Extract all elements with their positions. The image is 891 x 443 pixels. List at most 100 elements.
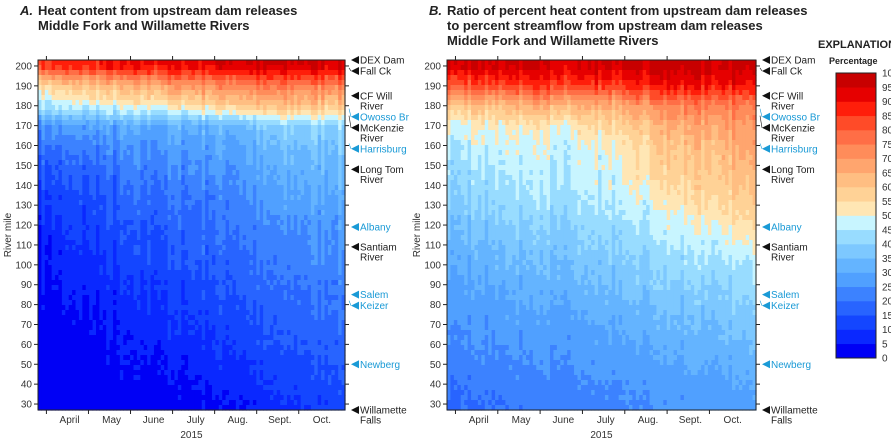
- heatmap-cell: [188, 85, 193, 91]
- heatmap-cell: [147, 310, 152, 316]
- heatmap-cell: [106, 180, 111, 186]
- heatmap-cell: [317, 105, 322, 111]
- heatmap-cell: [48, 190, 53, 196]
- heatmap-cell: [269, 140, 274, 146]
- heatmap-cell: [191, 145, 196, 151]
- heatmap-cell: [167, 120, 172, 126]
- heatmap-cell: [188, 145, 193, 151]
- heatmap-cell: [150, 135, 155, 141]
- heatmap-cell: [140, 305, 145, 311]
- heatmap-cell: [160, 285, 165, 291]
- heatmap-cell: [61, 165, 66, 171]
- heatmap-cell: [287, 280, 292, 286]
- heatmap-cell: [58, 265, 63, 271]
- heatmap-cell: [246, 145, 251, 151]
- heatmap-cell: [106, 115, 111, 121]
- heatmap-cell: [133, 200, 138, 206]
- heatmap-cell: [174, 215, 179, 221]
- heatmap-cell: [58, 160, 63, 166]
- heatmap-cell: [283, 120, 288, 126]
- heatmap-cell: [259, 295, 264, 301]
- heatmap-cell: [38, 335, 43, 341]
- heatmap-cell: [341, 235, 346, 241]
- heatmap-cell: [324, 70, 329, 76]
- heatmap-cell: [171, 280, 176, 286]
- heatmap-cell: [269, 115, 274, 121]
- heatmap-cell: [242, 145, 247, 151]
- heatmap-cell: [252, 270, 257, 276]
- heatmap-cell: [55, 105, 60, 111]
- heatmap-cell: [215, 80, 220, 86]
- heatmap-cell: [133, 95, 138, 101]
- heatmap-cell: [116, 285, 121, 291]
- heatmap-cell: [191, 60, 196, 66]
- heatmap-cell: [317, 135, 322, 141]
- heatmap-cell: [75, 85, 80, 91]
- heatmap-cell: [280, 320, 285, 326]
- heatmap-cell: [242, 270, 247, 276]
- heatmap-cell: [252, 220, 257, 226]
- heatmap-cell: [276, 250, 281, 256]
- heatmap-cell: [287, 175, 292, 181]
- heatmap-cell: [307, 230, 312, 236]
- heatmap-cell: [229, 110, 234, 116]
- heatmap-cell: [321, 120, 326, 126]
- heatmap-cell: [147, 180, 152, 186]
- heatmap-cell: [58, 335, 63, 341]
- heatmap-cell: [235, 200, 240, 206]
- heatmap-cell: [157, 85, 162, 91]
- heatmap-cell: [307, 260, 312, 266]
- heatmap-cell: [239, 205, 244, 211]
- heatmap-cell: [75, 150, 80, 156]
- heatmap-cell: [116, 130, 121, 136]
- heatmap-cell: [191, 100, 196, 106]
- heatmap-cell: [143, 335, 148, 341]
- heatmap-cell: [263, 230, 268, 236]
- heatmap-cell: [218, 330, 223, 336]
- heatmap-cell: [171, 165, 176, 171]
- heatmap-cell: [218, 75, 223, 81]
- heatmap-cell: [259, 275, 264, 281]
- heatmap-cell: [61, 160, 66, 166]
- heatmap-cell: [164, 110, 169, 116]
- heatmap-cell: [198, 150, 203, 156]
- heatmap-cell: [229, 305, 234, 311]
- heatmap-cell: [174, 230, 179, 236]
- heatmap-cell: [283, 145, 288, 151]
- heatmap-cell: [252, 60, 257, 66]
- heatmap-cell: [65, 155, 70, 161]
- heatmap-cell: [242, 225, 247, 231]
- heatmap-cell: [38, 160, 43, 166]
- heatmap-cell: [150, 220, 155, 226]
- heatmap-cell: [276, 95, 281, 101]
- heatmap-cell: [252, 225, 257, 231]
- heatmap-cell: [184, 255, 189, 261]
- heatmap-cell: [283, 165, 288, 171]
- heatmap-cell: [287, 90, 292, 96]
- heatmap-cell: [184, 290, 189, 296]
- heatmap-cell: [263, 290, 268, 296]
- heatmap-cell: [232, 285, 237, 291]
- heatmap-cell: [266, 65, 271, 71]
- heatmap-cell: [341, 315, 346, 321]
- heatmap-cell: [51, 305, 56, 311]
- heatmap-cell: [119, 210, 124, 216]
- heatmap-cell: [276, 315, 281, 321]
- heatmap-cell: [266, 225, 271, 231]
- heatmap-cell: [198, 325, 203, 331]
- heatmap-cell: [229, 320, 234, 326]
- heatmap-cell: [314, 175, 319, 181]
- heatmap-cell: [263, 135, 268, 141]
- heatmap-cell: [95, 90, 100, 96]
- heatmap-cell: [229, 315, 234, 321]
- heatmap-cell: [235, 170, 240, 176]
- heatmap-cell: [273, 135, 278, 141]
- heatmap-cell: [85, 310, 90, 316]
- heatmap-cell: [300, 330, 305, 336]
- heatmap-cell: [287, 325, 292, 331]
- heatmap-cell: [65, 235, 70, 241]
- heatmap-cell: [317, 255, 322, 261]
- heatmap-cell: [181, 60, 186, 66]
- heatmap-cell: [82, 80, 87, 86]
- heatmap-cell: [331, 195, 336, 201]
